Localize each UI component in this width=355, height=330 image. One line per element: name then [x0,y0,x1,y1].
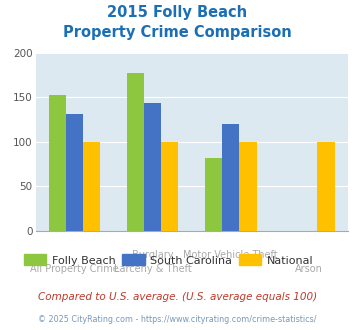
Text: Property Crime Comparison: Property Crime Comparison [63,25,292,40]
Bar [317,142,335,231]
Text: Larceny & Theft: Larceny & Theft [114,264,192,274]
Bar [49,95,66,231]
Bar [161,142,179,231]
Text: © 2025 CityRating.com - https://www.cityrating.com/crime-statistics/: © 2025 CityRating.com - https://www.city… [38,315,317,324]
Bar [66,114,83,231]
Bar [222,124,239,231]
Bar [205,158,222,231]
Bar [83,142,100,231]
Text: Compared to U.S. average. (U.S. average equals 100): Compared to U.S. average. (U.S. average … [38,292,317,302]
Bar [239,142,257,231]
Text: Arson: Arson [295,264,323,274]
Bar [144,103,161,231]
Text: Burglary: Burglary [132,250,173,260]
Text: 2015 Folly Beach: 2015 Folly Beach [108,5,247,20]
Bar [127,73,144,231]
Text: Motor Vehicle Theft: Motor Vehicle Theft [184,250,278,260]
Legend: Folly Beach, South Carolina, National: Folly Beach, South Carolina, National [20,250,318,270]
Text: All Property Crime: All Property Crime [30,264,119,274]
